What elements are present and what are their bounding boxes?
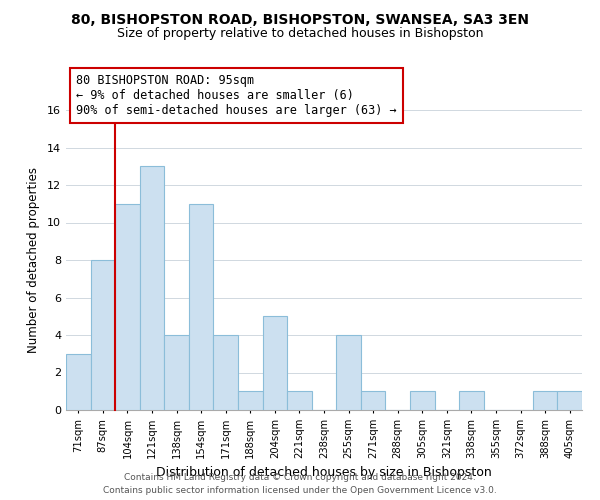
Bar: [66, 354, 91, 410]
Bar: [263, 316, 287, 410]
Bar: [533, 391, 557, 410]
Bar: [238, 391, 263, 410]
Text: 80 BISHOPSTON ROAD: 95sqm
← 9% of detached houses are smaller (6)
90% of semi-de: 80 BISHOPSTON ROAD: 95sqm ← 9% of detach…: [76, 74, 397, 117]
Text: Contains public sector information licensed under the Open Government Licence v3: Contains public sector information licen…: [103, 486, 497, 495]
Bar: [459, 391, 484, 410]
Bar: [361, 391, 385, 410]
Y-axis label: Number of detached properties: Number of detached properties: [27, 167, 40, 353]
Text: Contains HM Land Registry data © Crown copyright and database right 2024.: Contains HM Land Registry data © Crown c…: [124, 474, 476, 482]
Bar: [189, 204, 214, 410]
Bar: [410, 391, 434, 410]
Text: 80, BISHOPSTON ROAD, BISHOPSTON, SWANSEA, SA3 3EN: 80, BISHOPSTON ROAD, BISHOPSTON, SWANSEA…: [71, 12, 529, 26]
X-axis label: Distribution of detached houses by size in Bishopston: Distribution of detached houses by size …: [156, 466, 492, 479]
Text: Size of property relative to detached houses in Bishopston: Size of property relative to detached ho…: [117, 28, 483, 40]
Bar: [140, 166, 164, 410]
Bar: [91, 260, 115, 410]
Bar: [164, 335, 189, 410]
Bar: [115, 204, 140, 410]
Bar: [557, 391, 582, 410]
Bar: [287, 391, 312, 410]
Bar: [336, 335, 361, 410]
Bar: [214, 335, 238, 410]
